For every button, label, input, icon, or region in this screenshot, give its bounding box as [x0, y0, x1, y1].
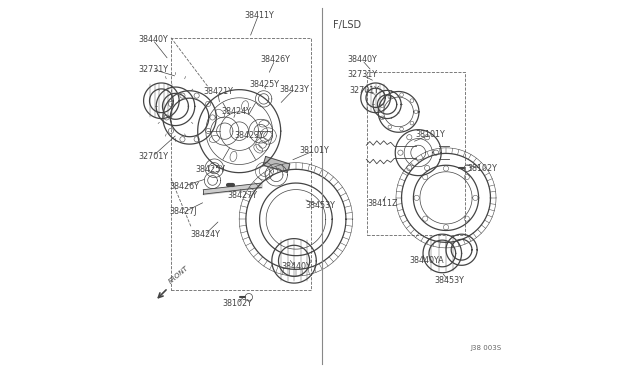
Text: 38421Y: 38421Y — [204, 87, 233, 96]
Text: 38426Y: 38426Y — [260, 55, 291, 64]
Text: 38101Y: 38101Y — [415, 130, 445, 140]
Text: 38427Y: 38427Y — [227, 191, 257, 200]
Text: 38453Y: 38453Y — [305, 201, 335, 210]
Text: 38426Y: 38426Y — [170, 182, 200, 190]
Text: 38440Y: 38440Y — [348, 55, 378, 64]
Text: 38427J: 38427J — [170, 208, 197, 217]
Text: 38423Y: 38423Y — [235, 131, 264, 141]
Text: 38440YA: 38440YA — [409, 256, 444, 265]
Text: 32731Y: 32731Y — [138, 65, 168, 74]
Text: 38102Y: 38102Y — [467, 164, 497, 173]
Text: 38440Y: 38440Y — [281, 262, 311, 271]
Text: F/LSD: F/LSD — [333, 20, 361, 30]
Text: 38424Y: 38424Y — [222, 108, 252, 116]
Text: 38424Y: 38424Y — [190, 230, 220, 240]
Text: 38423Y: 38423Y — [279, 85, 309, 94]
Text: 38101Y: 38101Y — [300, 146, 330, 155]
Text: 38411Y: 38411Y — [244, 11, 274, 20]
Text: 32701Y: 32701Y — [138, 152, 168, 161]
Text: 38102Y: 38102Y — [223, 299, 253, 308]
Text: 38425Y: 38425Y — [250, 80, 280, 89]
Text: 32731Y: 32731Y — [348, 70, 378, 79]
Text: J38 003S: J38 003S — [470, 345, 501, 351]
Text: 38453Y: 38453Y — [434, 276, 464, 285]
Text: 32701Y: 32701Y — [349, 86, 380, 95]
Text: FRONT: FRONT — [168, 265, 190, 285]
Text: 38440Y: 38440Y — [138, 35, 168, 44]
Polygon shape — [263, 157, 290, 173]
Text: 38425Y: 38425Y — [196, 165, 226, 174]
Text: 38411Z: 38411Z — [367, 199, 398, 208]
